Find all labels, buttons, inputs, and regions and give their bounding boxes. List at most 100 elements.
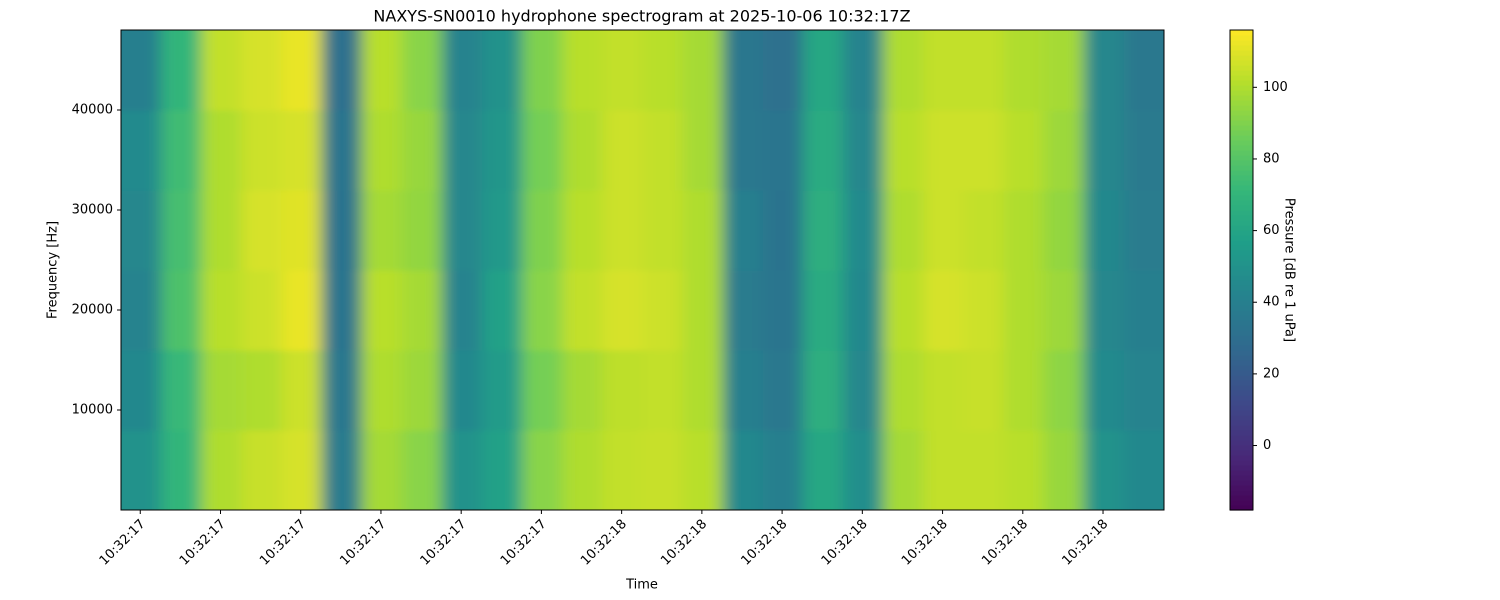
heatmap-cell (562, 350, 603, 431)
colorbar-step (1230, 150, 1253, 156)
heatmap-cell (923, 430, 965, 510)
heatmap-cell (883, 270, 924, 351)
heatmap-cell (963, 30, 1005, 111)
heatmap-cell (883, 430, 924, 510)
heatmap-cell (321, 190, 363, 271)
heatmap-cell (361, 350, 403, 431)
heatmap-cell (441, 110, 483, 191)
colorbar-step (1230, 95, 1253, 101)
colorbar-step (1230, 65, 1253, 71)
heatmap-cell (361, 30, 403, 111)
heatmap (121, 30, 1164, 510)
heatmap-cell (1043, 270, 1085, 351)
heatmap-cell (722, 350, 764, 431)
colorbar-step (1230, 110, 1253, 116)
colorbar-step (1230, 280, 1253, 286)
heatmap-cell (401, 110, 443, 191)
colorbar-step (1230, 340, 1253, 346)
colorbar-step (1230, 140, 1253, 146)
colorbar-step (1230, 235, 1253, 241)
heatmap-cell (121, 190, 162, 271)
heatmap-cell (121, 270, 162, 351)
colorbar-step (1230, 435, 1253, 441)
heatmap-cell (642, 190, 684, 271)
heatmap-cell (281, 350, 323, 431)
colorbar-step (1230, 290, 1253, 296)
colorbar-step (1230, 145, 1253, 151)
heatmap-cell (762, 110, 804, 191)
heatmap-cell (883, 30, 924, 111)
heatmap-cell (802, 270, 844, 351)
heatmap-cell (843, 30, 884, 111)
y-tick-label: 20000 (72, 303, 113, 318)
heatmap-cell (883, 110, 924, 191)
heatmap-cell (441, 350, 483, 431)
colorbar-step (1230, 395, 1253, 401)
heatmap-cell (1003, 270, 1045, 351)
colorbar-step (1230, 240, 1253, 246)
heatmap-cell (843, 110, 884, 191)
colorbar-step (1230, 100, 1253, 106)
colorbar-step (1230, 370, 1253, 376)
heatmap-cell (642, 350, 684, 431)
x-tick-label: 10:32:17 (97, 517, 149, 569)
heatmap-cell (722, 110, 764, 191)
heatmap-cell (923, 350, 965, 431)
colorbar-step (1230, 470, 1253, 476)
y-tick-label: 40000 (72, 103, 113, 118)
colorbar-step (1230, 335, 1253, 341)
heatmap-cell (482, 110, 523, 191)
heatmap-cell (1003, 430, 1045, 510)
heatmap-cell (321, 430, 363, 510)
colorbar-tick-label: 100 (1263, 80, 1288, 95)
colorbar-label: Pressure [dB re 1 uPa] (1282, 198, 1297, 342)
heatmap-cell (802, 110, 844, 191)
x-tick-label: 10:32:17 (177, 517, 229, 569)
colorbar-step (1230, 365, 1253, 371)
colorbar-step (1230, 505, 1253, 511)
heatmap-cell (1083, 270, 1125, 351)
x-tick-label: 10:32:18 (658, 517, 710, 569)
heatmap-cell (1123, 30, 1164, 111)
colorbar-step (1230, 390, 1253, 396)
colorbar-step (1230, 330, 1253, 336)
heatmap-cell (762, 350, 804, 431)
colorbar-step (1230, 155, 1253, 161)
colorbar-step (1230, 285, 1253, 291)
heatmap-cell (682, 190, 724, 271)
heatmap-cell (762, 30, 804, 111)
heatmap-cell (802, 430, 844, 510)
heatmap-cell (161, 270, 202, 351)
heatmap-cell (963, 430, 1005, 510)
colorbar-step (1230, 35, 1253, 41)
colorbar-step (1230, 80, 1253, 86)
heatmap-cell (241, 190, 283, 271)
heatmap-cell (642, 270, 684, 351)
colorbar: 0 20 40 60 80 100 (1230, 30, 1288, 511)
colorbar-step (1230, 260, 1253, 266)
x-tick-label: 10:32:17 (498, 517, 550, 569)
x-tick-label: 10:32:18 (1059, 517, 1111, 569)
colorbar-step (1230, 130, 1253, 136)
heatmap-cell (361, 190, 403, 271)
colorbar-step (1230, 385, 1253, 391)
colorbar-step (1230, 270, 1253, 276)
heatmap-cell (121, 110, 162, 191)
heatmap-cell (963, 190, 1005, 271)
heatmap-cell (1123, 270, 1164, 351)
heatmap-cell (281, 430, 323, 510)
heatmap-cell (1083, 430, 1125, 510)
heatmap-cell (281, 110, 323, 191)
y-axis-label: Frequency [Hz] (46, 221, 61, 319)
heatmap-cell (441, 190, 483, 271)
heatmap-cell (241, 350, 283, 431)
heatmap-cell (1083, 110, 1125, 191)
heatmap-cell (963, 350, 1005, 431)
heatmap-cell (482, 350, 523, 431)
colorbar-step (1230, 410, 1253, 416)
colorbar-step (1230, 250, 1253, 256)
colorbar-step (1230, 485, 1253, 491)
heatmap-cell (161, 30, 202, 111)
colorbar-tick-label: 80 (1263, 151, 1280, 166)
